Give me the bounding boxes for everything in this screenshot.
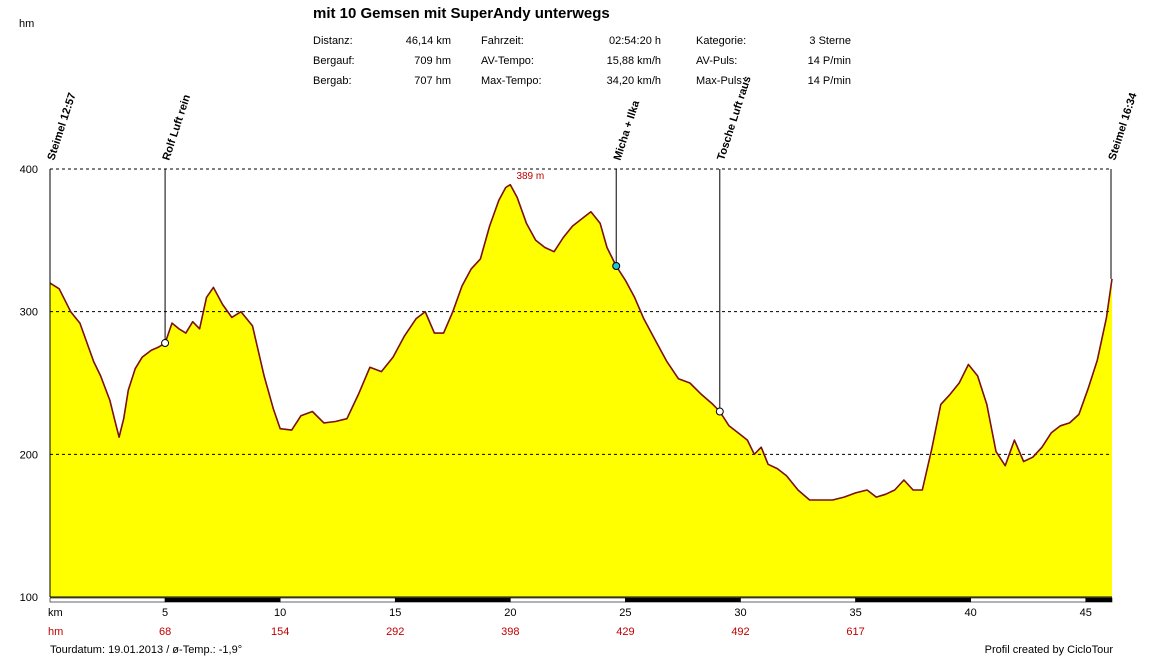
y-tick-label: 200 — [20, 449, 38, 461]
stats-row: Kategorie: 3 Sterne — [696, 31, 851, 51]
stat-label: AV-Puls: — [696, 55, 738, 67]
waypoint-label: Steimel 16:34 — [1106, 91, 1139, 162]
km-ruler-segment — [164, 597, 281, 603]
stats-row: Distanz: 46,14 km — [313, 31, 451, 51]
x-tick-label: 15 — [389, 607, 401, 619]
x-tick-label: 35 — [849, 607, 861, 619]
stats-row: Max-Puls: 14 P/min — [696, 71, 851, 91]
hm-row-value: 68 — [159, 626, 171, 638]
y-tick-label: 100 — [20, 592, 38, 604]
hm-row-value: 617 — [846, 626, 864, 638]
stat-value: 02:54:20 h — [609, 35, 661, 47]
stats-row: Max-Tempo: 34,20 km/h — [481, 71, 661, 91]
stat-label: Kategorie: — [696, 35, 747, 47]
waypoint-label: Rolf Luft rein — [161, 93, 194, 162]
waypoint-label: Steimel 12:57 — [45, 91, 78, 162]
stat-label: AV-Tempo: — [481, 55, 534, 67]
x-tick-label: 20 — [504, 607, 516, 619]
km-ruler-segment — [279, 597, 396, 603]
stats-row: Bergauf: 709 hm — [313, 51, 451, 71]
stats-row: AV-Tempo: 15,88 km/h — [481, 51, 661, 71]
stats-row: AV-Puls: 14 P/min — [696, 51, 851, 71]
km-ruler-segment — [510, 597, 626, 603]
x-tick-label: 25 — [619, 607, 631, 619]
credit-footer: Profil created by CicloTour — [984, 644, 1113, 656]
km-ruler-segment — [855, 597, 971, 603]
x-tick-label: 30 — [734, 607, 746, 619]
x-unit-label: km — [48, 607, 63, 619]
waypoint-marker-icon — [612, 262, 621, 271]
stats-row: Bergab: 707 hm — [313, 71, 451, 91]
stat-value: 14 P/min — [807, 55, 851, 67]
km-ruler-segment — [625, 597, 741, 603]
stat-label: Max-Tempo: — [481, 75, 542, 87]
stat-value: 34,20 km/h — [606, 75, 661, 87]
km-ruler-segment — [740, 597, 856, 603]
x-tick-label: 40 — [965, 607, 977, 619]
y-tick-label: 300 — [20, 307, 38, 319]
hm-row-value: 429 — [616, 626, 634, 638]
km-ruler-segment — [394, 597, 511, 603]
km-ruler-segment — [49, 597, 166, 603]
stat-value: 3 Sterne — [809, 35, 851, 47]
km-ruler-segment — [970, 597, 1087, 603]
stats-column-3: Kategorie: 3 Sterne AV-Puls: 14 P/min Max-… — [696, 31, 851, 91]
stat-value: 15,88 km/h — [606, 55, 661, 67]
hm-row-value: 492 — [731, 626, 749, 638]
stats-row: Fahrzeit: 02:54:20 h — [481, 31, 661, 51]
page-title: mit 10 Gemsen mit SuperAndy unterwegs — [313, 5, 610, 22]
hm-row-label: hm — [48, 626, 63, 638]
plot-area: 100 200 300 400 km 5 10 15 20 25 30 35 40 45 hm 68 154 29… — [20, 75, 1140, 638]
elevation-line — [49, 183, 1113, 501]
km-ruler-segment — [1085, 597, 1113, 603]
stat-label: Bergab: — [313, 75, 352, 87]
y-unit-label: hm — [19, 18, 35, 30]
stats-column-1: Distanz: 46,14 km Bergauf: 709 hm Bergab: 7… — [313, 31, 451, 91]
hm-row-value: 154 — [271, 626, 289, 638]
stat-label: Distanz: — [313, 35, 353, 47]
stat-value: 707 hm — [414, 75, 451, 87]
stat-label: Bergauf: — [313, 55, 355, 67]
stat-value: 709 hm — [414, 55, 451, 67]
stat-label: Max-Puls: — [696, 75, 745, 87]
waypoint-marker-icon — [161, 339, 170, 348]
stat-label: Fahrzeit: — [481, 35, 524, 47]
elevation-area — [50, 184, 1112, 597]
stat-value: 46,14 km — [405, 35, 451, 47]
stat-value: 14 P/min — [807, 75, 851, 87]
x-tick-label: 5 — [162, 607, 168, 619]
stats-column-2: Fahrzeit: 02:54:20 h AV-Tempo: 15,88 km/h … — [481, 31, 661, 91]
waypoint-label: Micha + Ilka — [612, 98, 643, 162]
x-tick-label: 45 — [1080, 607, 1092, 619]
max-elevation-label: 389 m — [516, 171, 544, 182]
waypoint-marker-icon — [715, 407, 724, 416]
hm-row-value: 292 — [386, 626, 404, 638]
y-tick-label: 400 — [20, 164, 38, 176]
tour-date-footer: Tourdatum: 19.01.2013 / ø-Temp.: -1,9° — [50, 644, 243, 656]
x-tick-label: 10 — [274, 607, 286, 619]
hm-row-value: 398 — [501, 626, 519, 638]
